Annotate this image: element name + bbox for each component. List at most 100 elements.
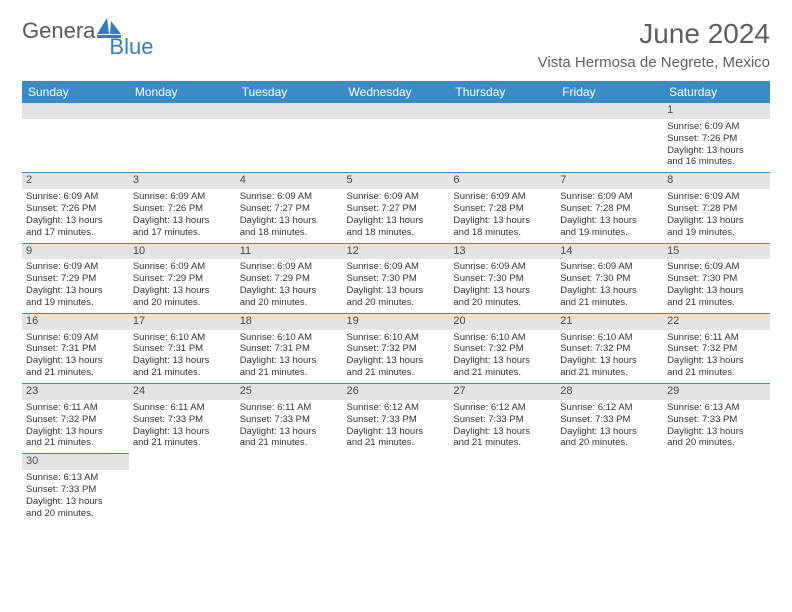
day-detail-line: Sunset: 7:30 PM	[453, 273, 552, 285]
day-detail-line: and 21 minutes.	[240, 367, 339, 379]
day-detail-line: and 21 minutes.	[240, 437, 339, 449]
calendar-cell: 30Sunrise: 6:13 AMSunset: 7:33 PMDayligh…	[22, 454, 129, 524]
day-details: Sunrise: 6:09 AMSunset: 7:29 PMDaylight:…	[22, 259, 129, 313]
day-details: Sunrise: 6:09 AMSunset: 7:28 PMDaylight:…	[556, 189, 663, 243]
calendar-cell: 29Sunrise: 6:13 AMSunset: 7:33 PMDayligh…	[663, 384, 770, 454]
day-detail-line: Daylight: 13 hours	[26, 426, 125, 438]
day-number: 28	[556, 384, 663, 400]
calendar-cell: 11Sunrise: 6:09 AMSunset: 7:29 PMDayligh…	[236, 243, 343, 313]
day-detail-line: Sunset: 7:31 PM	[240, 343, 339, 355]
day-detail-line: Sunrise: 6:09 AM	[26, 332, 125, 344]
day-details: Sunrise: 6:09 AMSunset: 7:26 PMDaylight:…	[22, 189, 129, 243]
day-detail-line: and 20 minutes.	[453, 297, 552, 309]
calendar-cell	[449, 454, 556, 524]
day-detail-line: Daylight: 13 hours	[560, 426, 659, 438]
calendar-cell	[236, 103, 343, 173]
day-detail-line: Sunset: 7:32 PM	[667, 343, 766, 355]
day-detail-line: and 18 minutes.	[453, 227, 552, 239]
day-details: Sunrise: 6:11 AMSunset: 7:33 PMDaylight:…	[129, 400, 236, 454]
day-number: 5	[343, 173, 450, 189]
day-detail-line: and 21 minutes.	[26, 437, 125, 449]
day-of-week-header: Tuesday	[236, 81, 343, 103]
day-detail-line: Sunrise: 6:11 AM	[667, 332, 766, 344]
day-number: 25	[236, 384, 343, 400]
day-detail-line: Sunset: 7:33 PM	[347, 414, 446, 426]
day-detail-line: Sunrise: 6:12 AM	[560, 402, 659, 414]
day-number: 26	[343, 384, 450, 400]
day-detail-line: and 21 minutes.	[453, 437, 552, 449]
day-detail-line: Sunrise: 6:11 AM	[26, 402, 125, 414]
day-detail-line: Daylight: 13 hours	[667, 145, 766, 157]
day-detail-line: Daylight: 13 hours	[560, 285, 659, 297]
calendar-cell: 28Sunrise: 6:12 AMSunset: 7:33 PMDayligh…	[556, 384, 663, 454]
day-details: Sunrise: 6:09 AMSunset: 7:27 PMDaylight:…	[236, 189, 343, 243]
day-detail-line: Daylight: 13 hours	[560, 215, 659, 227]
day-detail-line: and 18 minutes.	[347, 227, 446, 239]
day-detail-line: Sunset: 7:26 PM	[667, 133, 766, 145]
calendar-cell: 13Sunrise: 6:09 AMSunset: 7:30 PMDayligh…	[449, 243, 556, 313]
day-detail-line: Daylight: 13 hours	[133, 355, 232, 367]
calendar-cell: 21Sunrise: 6:10 AMSunset: 7:32 PMDayligh…	[556, 313, 663, 383]
day-detail-line: Sunset: 7:27 PM	[240, 203, 339, 215]
calendar-cell: 24Sunrise: 6:11 AMSunset: 7:33 PMDayligh…	[129, 384, 236, 454]
day-detail-line: and 20 minutes.	[667, 437, 766, 449]
day-of-week-header: Thursday	[449, 81, 556, 103]
day-number: 7	[556, 173, 663, 189]
day-detail-line: Sunset: 7:28 PM	[667, 203, 766, 215]
calendar-cell: 16Sunrise: 6:09 AMSunset: 7:31 PMDayligh…	[22, 313, 129, 383]
day-number: 16	[22, 314, 129, 330]
title-block: June 2024 Vista Hermosa de Negrete, Mexi…	[538, 18, 770, 71]
day-detail-line: Sunrise: 6:09 AM	[560, 191, 659, 203]
day-details: Sunrise: 6:11 AMSunset: 7:32 PMDaylight:…	[22, 400, 129, 454]
day-detail-line: Sunset: 7:32 PM	[560, 343, 659, 355]
calendar-cell: 22Sunrise: 6:11 AMSunset: 7:32 PMDayligh…	[663, 313, 770, 383]
day-detail-line: and 21 minutes.	[453, 367, 552, 379]
day-detail-line: and 21 minutes.	[667, 297, 766, 309]
day-detail-line: Sunset: 7:33 PM	[453, 414, 552, 426]
day-number: 13	[449, 244, 556, 260]
day-detail-line: and 19 minutes.	[667, 227, 766, 239]
day-detail-line: Sunset: 7:29 PM	[26, 273, 125, 285]
day-detail-line: and 21 minutes.	[560, 297, 659, 309]
day-detail-line: Daylight: 13 hours	[133, 426, 232, 438]
day-details: Sunrise: 6:12 AMSunset: 7:33 PMDaylight:…	[449, 400, 556, 454]
day-detail-line: Daylight: 13 hours	[347, 355, 446, 367]
day-detail-line: Sunset: 7:32 PM	[453, 343, 552, 355]
day-number: 9	[22, 244, 129, 260]
day-details: Sunrise: 6:09 AMSunset: 7:29 PMDaylight:…	[236, 259, 343, 313]
day-detail-line: Sunset: 7:27 PM	[347, 203, 446, 215]
day-detail-line: Sunrise: 6:12 AM	[347, 402, 446, 414]
day-detail-line: Sunset: 7:33 PM	[133, 414, 232, 426]
day-detail-line: and 16 minutes.	[667, 156, 766, 168]
day-detail-line: Daylight: 13 hours	[453, 426, 552, 438]
day-details: Sunrise: 6:09 AMSunset: 7:26 PMDaylight:…	[129, 189, 236, 243]
day-detail-line: Sunset: 7:30 PM	[347, 273, 446, 285]
day-detail-line: Sunset: 7:31 PM	[133, 343, 232, 355]
calendar-cell: 7Sunrise: 6:09 AMSunset: 7:28 PMDaylight…	[556, 173, 663, 243]
day-detail-line: Sunrise: 6:09 AM	[560, 261, 659, 273]
calendar-cell	[22, 103, 129, 173]
calendar-cell: 5Sunrise: 6:09 AMSunset: 7:27 PMDaylight…	[343, 173, 450, 243]
day-detail-line: Sunset: 7:26 PM	[133, 203, 232, 215]
day-details: Sunrise: 6:11 AMSunset: 7:32 PMDaylight:…	[663, 330, 770, 384]
calendar-table: SundayMondayTuesdayWednesdayThursdayFrid…	[22, 81, 770, 524]
day-detail-line: Daylight: 13 hours	[453, 355, 552, 367]
day-number: 3	[129, 173, 236, 189]
day-detail-line: Sunrise: 6:09 AM	[347, 261, 446, 273]
day-detail-line: Sunrise: 6:13 AM	[667, 402, 766, 414]
calendar-cell	[343, 454, 450, 524]
day-details: Sunrise: 6:13 AMSunset: 7:33 PMDaylight:…	[22, 470, 129, 524]
calendar-cell: 3Sunrise: 6:09 AMSunset: 7:26 PMDaylight…	[129, 173, 236, 243]
day-details: Sunrise: 6:09 AMSunset: 7:27 PMDaylight:…	[343, 189, 450, 243]
blank-day-bar	[343, 103, 450, 119]
calendar-cell	[129, 103, 236, 173]
calendar-cell: 23Sunrise: 6:11 AMSunset: 7:32 PMDayligh…	[22, 384, 129, 454]
day-detail-line: Sunset: 7:30 PM	[667, 273, 766, 285]
day-details: Sunrise: 6:12 AMSunset: 7:33 PMDaylight:…	[343, 400, 450, 454]
day-detail-line: Sunrise: 6:09 AM	[26, 191, 125, 203]
calendar-cell	[556, 454, 663, 524]
day-details: Sunrise: 6:09 AMSunset: 7:28 PMDaylight:…	[449, 189, 556, 243]
calendar-cell: 15Sunrise: 6:09 AMSunset: 7:30 PMDayligh…	[663, 243, 770, 313]
calendar-cell: 17Sunrise: 6:10 AMSunset: 7:31 PMDayligh…	[129, 313, 236, 383]
day-details: Sunrise: 6:09 AMSunset: 7:28 PMDaylight:…	[663, 189, 770, 243]
